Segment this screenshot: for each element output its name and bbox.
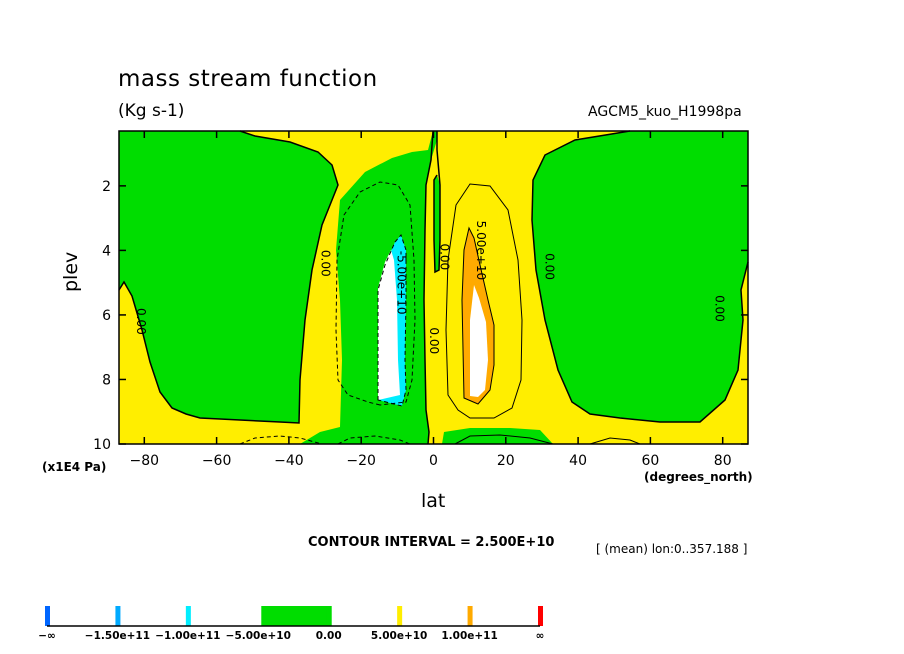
- color-bar-tick: [467, 606, 473, 626]
- contour-label: 0.00: [543, 253, 557, 280]
- axes: −80 −60 −40 −20 0 20 40 60 80 2 4 6 8 10: [93, 131, 748, 469]
- color-bar-tick: [45, 606, 50, 626]
- contour-label: 0.00: [318, 250, 332, 277]
- x-tick-label: −80: [130, 453, 160, 469]
- chart-title: mass stream function: [118, 66, 378, 92]
- color-bar-label: 5.00e+10: [371, 630, 427, 642]
- color-bar-tick: [326, 606, 332, 626]
- contour-label: -5.00e+10: [394, 251, 408, 315]
- x-tick-label: −40: [274, 453, 304, 469]
- color-bar-tick: [397, 606, 403, 626]
- contour-label: 0.00: [427, 327, 441, 354]
- contour-label: 5.00e+10: [474, 221, 488, 280]
- contour-bottom-far: [589, 437, 641, 445]
- contour-zero-center-right: [433, 131, 441, 274]
- field-white-core-2: [470, 285, 488, 397]
- y-tick-label: 10: [93, 437, 111, 453]
- x-axis-label: lat: [421, 490, 446, 512]
- x-tick-label: 0: [429, 453, 438, 469]
- contour-bottom-right: [454, 434, 554, 445]
- contour-zero-right: [531, 130, 749, 423]
- y-tick-label: 6: [102, 308, 111, 324]
- plot-area: [118, 130, 749, 445]
- contour-label: 0.00: [438, 243, 452, 270]
- dataset-name: AGCM5_kuo_H1998pa: [588, 104, 742, 120]
- field-green-bottom-right: [442, 428, 553, 444]
- color-bar-tick: [538, 606, 543, 626]
- y-axis-units: (x1E4 Pa): [42, 460, 107, 474]
- color-bar-tick: [185, 606, 191, 626]
- color-bar: −∞ −1.50e+11 −1.00e+11 −5.00e+10 0.00 5.00e+1…: [38, 606, 544, 642]
- color-bar-label: −∞: [38, 630, 56, 642]
- field-green-right: [532, 131, 748, 422]
- field-white-core: [378, 250, 400, 400]
- contour-label: 0.00: [712, 295, 726, 322]
- contour-pos-inner: [461, 226, 495, 405]
- field-green-left: [119, 131, 338, 423]
- x-tick-label: −20: [346, 453, 376, 469]
- contour-zero-left: [118, 130, 339, 424]
- averaging-label: [ (mean) lon:0..357.188 ]: [596, 542, 748, 556]
- field-green-sliver: [434, 175, 440, 272]
- contour-pos-5e10: [445, 183, 523, 419]
- contour-labels: 0.00 0.00 -5.00e+10 0.00 0.00 5.00e+10 0.00 0.0…: [134, 221, 726, 354]
- y-tick-label: 4: [102, 243, 111, 259]
- x-tick-label: 60: [641, 453, 659, 469]
- y-tick-label: 8: [102, 372, 111, 388]
- x-axis-units: (degrees_north): [644, 470, 753, 484]
- color-bar-label: 0.00: [316, 630, 342, 642]
- contour-bottom-mid: [337, 435, 411, 445]
- chart-units: (Kg s-1): [118, 101, 185, 121]
- x-tick-label: 40: [569, 453, 587, 469]
- x-tick-label: 80: [714, 453, 732, 469]
- color-bar-tick: [115, 606, 121, 626]
- contour-zero-center: [423, 130, 434, 445]
- color-bar-label: −5.00e+10: [226, 630, 291, 642]
- x-tick-label: 20: [497, 453, 515, 469]
- contour-neg-5e10: [335, 181, 416, 406]
- color-bar-tick: [256, 606, 262, 626]
- contour-label: 0.00: [134, 308, 148, 335]
- contour-neg-inner: [377, 234, 407, 407]
- color-bar-green: [258, 606, 329, 626]
- color-bar-label: −1.00e+11: [155, 630, 220, 642]
- x-tick-label: −60: [202, 453, 232, 469]
- color-bar-label: 1.00e+11: [441, 630, 497, 642]
- contour-bottom-left: [239, 435, 323, 445]
- y-tick-label: 2: [102, 179, 111, 195]
- contour-interval-label: CONTOUR INTERVAL = 2.500E+10: [308, 535, 555, 550]
- color-bar-label: ∞: [536, 630, 545, 642]
- color-bar-label: −1.50e+11: [85, 630, 150, 642]
